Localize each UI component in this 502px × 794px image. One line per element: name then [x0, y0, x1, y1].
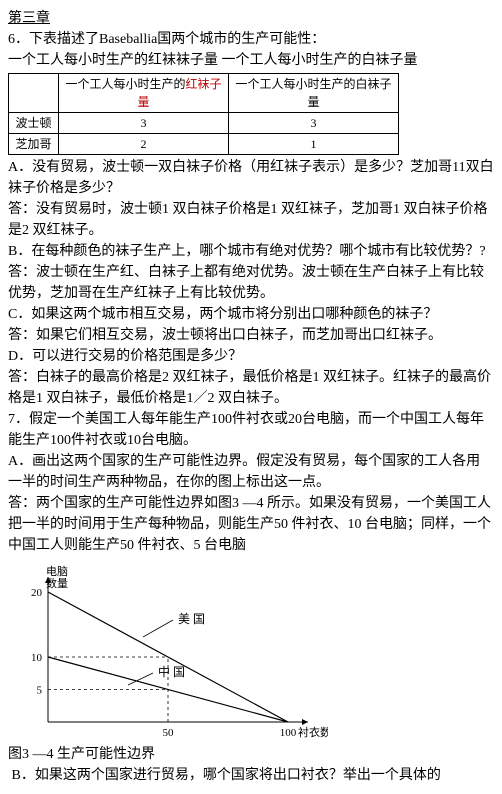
q7b-qtext: 如果这两个国家进行贸易，哪个国家将出口衬衣？举出一个具体的: [35, 768, 441, 783]
part-d-a: 答：白袜子的最高价格是2 双红袜子，最低价格是1 双红袜子。红袜子的最高价格是1…: [8, 367, 494, 409]
part-a-label: A．: [8, 160, 32, 175]
table-row: 波士顿 3 3: [9, 113, 399, 134]
cell-val: 3: [229, 113, 399, 134]
q7-stem: 7．假定一个美国工人每年能生产100件衬衣或20台电脑，而一个中国工人每年能生产…: [8, 409, 494, 451]
part-d-label: D．: [8, 349, 32, 364]
cell-city: 芝加哥: [9, 134, 59, 155]
svg-text:20: 20: [31, 587, 43, 599]
table-row: 芝加哥 2 1: [9, 134, 399, 155]
part-c-label: C．: [8, 307, 31, 322]
q6-text: 下表描述了Baseballia国两个城市的生产可能性：: [29, 32, 325, 47]
th-red-prefix: 一个工人每小时生产的: [65, 77, 185, 91]
svg-text:50: 50: [163, 727, 175, 739]
svg-text:美 国: 美 国: [178, 612, 205, 626]
svg-text:5: 5: [37, 685, 43, 697]
th-blank: [9, 74, 59, 113]
q6-num: 6．: [8, 32, 29, 47]
q7-text: 假定一个美国工人每年能生产100件衬衣或20台电脑，而一个中国工人每年能生产10…: [8, 412, 484, 448]
cell-val: 3: [59, 113, 229, 134]
q7-num: 7．: [8, 412, 29, 427]
part-c-q: C．如果这两个城市相互交易，两个城市将分别出口哪种颜色的袜子？: [8, 304, 494, 325]
part-a-qtext: 没有贸易，波士顿一双白袜子价格（用红袜子表示）是多少？芝加哥11双白袜子价格是多…: [8, 160, 494, 196]
q7a-qtext: 画出这两个国家的生产可能性边界。假定没有贸易，每个国家的工人各用一半的时间生产两…: [8, 454, 480, 490]
cell-val: 2: [59, 134, 229, 155]
production-table: 一个工人每小时生产的红袜子量 一个工人每小时生产的白袜子量 波士顿 3 3 芝加…: [8, 73, 399, 155]
svg-text:电脑: 电脑: [46, 565, 68, 578]
part-b-q: B．在每种颜色的袜子生产上，哪个城市有绝对优势？哪个城市有比较优势？?: [8, 241, 494, 262]
cell-city: 波士顿: [9, 113, 59, 134]
part-c-a: 答：如果它们相互交易，波士顿将出口白袜子，而芝加哥出口红袜子。: [8, 325, 494, 346]
part-b-label: B．: [8, 244, 31, 259]
svg-text:中 国: 中 国: [158, 664, 185, 679]
q6-line2: 一个工人每小时生产的红袜袜子量 一个工人每小时生产的白袜子量: [8, 50, 494, 71]
ppf-svg: 5 10 20 50 100 美 国中 国 电脑数量衬衣数量: [8, 562, 328, 742]
q7b-label: B．: [12, 768, 35, 783]
q7b-q: B．如果这两个国家进行贸易，哪个国家将出口衬衣？举出一个具体的: [8, 765, 494, 786]
chapter-title: 第三章: [8, 11, 50, 26]
svg-text:100: 100: [280, 727, 297, 739]
q7a-q: A．画出这两个国家的生产可能性边界。假定没有贸易，每个国家的工人各用一半的时间生…: [8, 451, 494, 493]
svg-text:10: 10: [31, 652, 43, 664]
chart-caption: 图3 —4 生产可能性边界: [8, 744, 494, 765]
th-red: 一个工人每小时生产的红袜子量: [59, 74, 229, 113]
th-white: 一个工人每小时生产的白袜子量: [229, 74, 399, 113]
part-c-qtext: 如果这两个城市相互交易，两个城市将分别出口哪种颜色的袜子？: [31, 307, 437, 322]
table-header-row: 一个工人每小时生产的红袜子量 一个工人每小时生产的白袜子量: [9, 74, 399, 113]
svg-text:数量: 数量: [46, 577, 68, 590]
part-a-a: 答：没有贸易时，波士顿1 双白袜子价格是1 双红袜子，芝加哥1 双白袜子价格是2…: [8, 199, 494, 241]
q6-stem: 6．下表描述了Baseballia国两个城市的生产可能性：: [8, 29, 494, 50]
part-d-q: D．可以进行交易的价格范围是多少？: [8, 346, 494, 367]
q7a-label: A．: [8, 454, 32, 469]
part-b-a: 答：波士顿在生产红、白袜子上都有绝对优势。波士顿在生产白袜子上有比较优势，芝加哥…: [8, 262, 494, 304]
ppf-chart: 5 10 20 50 100 美 国中 国 电脑数量衬衣数量: [8, 562, 494, 742]
part-b-qtext: 在每种颜色的袜子生产上，哪个城市有绝对优势？哪个城市有比较优势？?: [31, 244, 485, 259]
cell-val: 1: [229, 134, 399, 155]
part-d-qtext: 可以进行交易的价格范围是多少？: [32, 349, 242, 364]
part-a-q: A．没有贸易，波士顿一双白袜子价格（用红袜子表示）是多少？芝加哥11双白袜子价格…: [8, 157, 494, 199]
svg-text:衬衣数量: 衬衣数量: [298, 725, 328, 739]
q7a-a: 答：两个国家的生产可能性边界如图3 —4 所示。如果没有贸易，一个美国工人把一半…: [8, 493, 494, 556]
